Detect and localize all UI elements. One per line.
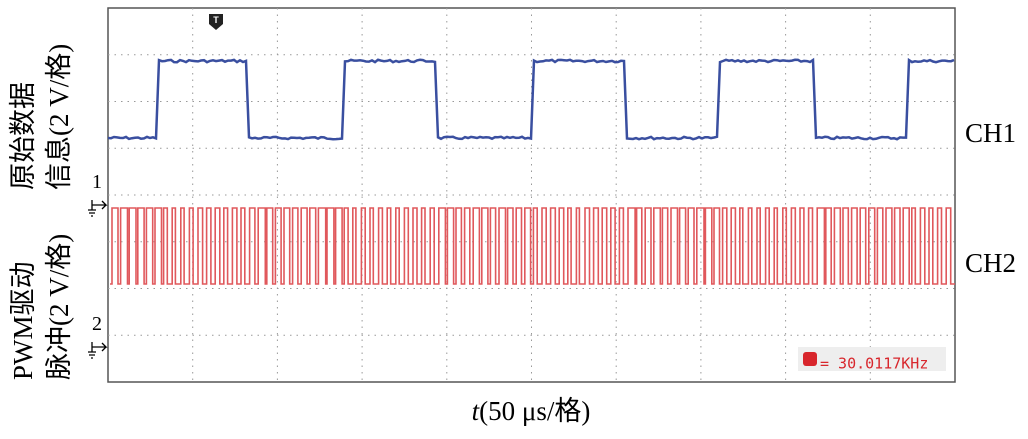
ch2-waveform xyxy=(110,207,955,285)
frequency-readout: = 30.0117KHz xyxy=(820,355,928,373)
ch1-axis-label: 原始数据 xyxy=(8,82,38,190)
ch2-axis-label: PWM驱动 xyxy=(8,261,38,380)
channel-marker: 2 xyxy=(92,313,102,335)
ch1-label: CH1 xyxy=(965,118,1016,148)
ch2-axis-label: 脉冲(2 V/格) xyxy=(44,234,74,380)
trigger-icon xyxy=(209,14,223,30)
x-axis-var: t xyxy=(472,396,481,426)
ch2-label: CH2 xyxy=(965,248,1016,278)
readout-box xyxy=(798,347,946,371)
x-axis-label: t(50 μs/格) xyxy=(472,396,591,426)
ground-symbol xyxy=(88,200,108,217)
readout-icon xyxy=(803,352,817,366)
ground-symbol xyxy=(88,342,108,359)
ch1-waveform xyxy=(107,57,955,141)
ch1-axis-label: 信息(2 V/格) xyxy=(44,44,74,190)
channel-marker: 1 xyxy=(92,171,102,193)
trigger-marker: T xyxy=(213,15,219,25)
x-axis-unit: (50 μs/格) xyxy=(479,396,590,426)
